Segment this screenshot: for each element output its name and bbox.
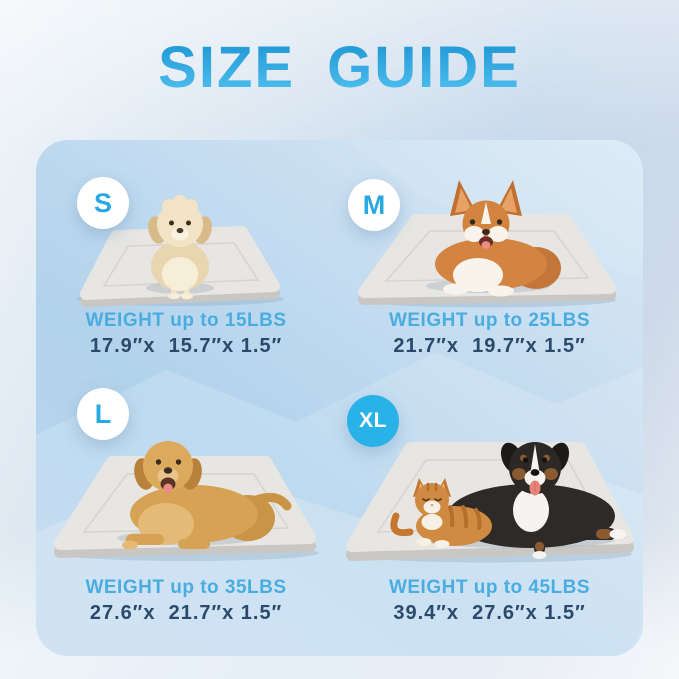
size-card-s: S bbox=[36, 140, 336, 398]
weight-label-xl: WEIGHT up to 45LBS bbox=[388, 577, 591, 598]
size-card-m: M bbox=[336, 140, 643, 398]
golden-retriever-on-mat-illustration bbox=[54, 441, 319, 561]
golden-retriever-dog bbox=[117, 441, 292, 550]
bernese-dog-and-cat-on-mat-illustration bbox=[346, 442, 634, 563]
dimensions-label-s: 17.9″x 15.7″x 1.5″ bbox=[89, 335, 283, 357]
size-badge-s-label: S bbox=[93, 187, 112, 218]
size-badge-xl: XL bbox=[347, 395, 399, 447]
dimensions-label-xl: 39.4″x 27.6″x 1.5″ bbox=[393, 602, 586, 624]
size-badge-l-label: L bbox=[94, 398, 112, 429]
weight-label-s: WEIGHT up to 15LBS bbox=[85, 310, 287, 331]
weight-label-m: WEIGHT up to 25LBS bbox=[388, 310, 591, 331]
dimensions-label-l: 27.6″x 21.7″x 1.5″ bbox=[89, 602, 283, 624]
orange-cat bbox=[390, 478, 492, 548]
size-guide-panel: S bbox=[36, 140, 643, 656]
page-title: SIZE GUIDE bbox=[0, 34, 679, 101]
bernese-mountain-dog bbox=[422, 442, 627, 559]
size-card-l: L bbox=[36, 388, 336, 656]
dimensions-label-m: 21.7″x 19.7″x 1.5″ bbox=[393, 335, 586, 357]
weight-label-l: WEIGHT up to 35LBS bbox=[85, 577, 287, 598]
size-badge-m: M bbox=[348, 179, 400, 231]
corgi-on-mat-illustration bbox=[358, 180, 616, 308]
corgi-dog bbox=[426, 180, 561, 297]
small-puppy bbox=[146, 195, 214, 300]
size-card-xl: XL bbox=[336, 395, 643, 656]
size-badge-xl-label: XL bbox=[359, 409, 387, 432]
size-badge-s: S bbox=[77, 177, 129, 229]
size-badge-m-label: M bbox=[362, 189, 386, 220]
size-badge-l: L bbox=[77, 388, 129, 440]
small-puppy-on-mat-illustration bbox=[76, 195, 284, 307]
